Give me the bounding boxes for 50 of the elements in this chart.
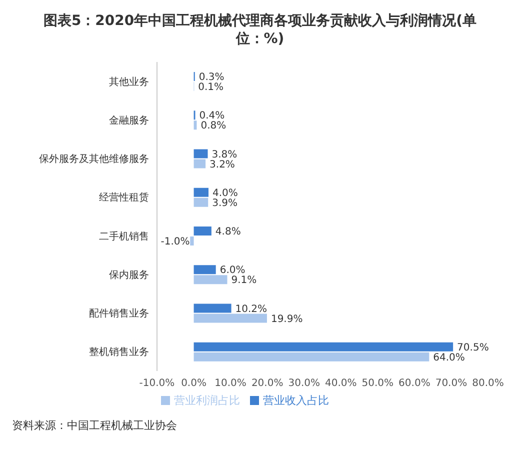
x-tick-label: 60.0% (398, 378, 430, 390)
bar (194, 304, 232, 313)
bar (194, 159, 206, 168)
data-label: 0.1% (198, 82, 224, 93)
x-tick-label: 30.0% (288, 378, 320, 390)
data-label: 0.4% (199, 110, 225, 122)
y-tick-label: 其他业务 (109, 76, 149, 88)
bar (190, 236, 194, 246)
y-tick-label: 整机销售业务 (89, 346, 149, 358)
bar (194, 226, 212, 236)
data-label: -1.0% (160, 236, 190, 248)
legend-label: 营业利润占比 (174, 394, 240, 407)
y-tick-label: 金融服务 (109, 114, 149, 126)
data-label: 0.8% (200, 120, 226, 132)
y-tick-label: 保外服务及其他维修服务 (39, 153, 149, 166)
bar (194, 275, 228, 284)
x-tick-label: -10.0% (139, 378, 175, 390)
data-label: 9.1% (231, 275, 257, 286)
bar (194, 198, 208, 207)
data-label: 10.2% (235, 304, 268, 315)
data-label: 70.5% (457, 342, 489, 354)
bar (194, 314, 267, 323)
x-tick-label: 80.0% (472, 378, 504, 390)
data-label: 3.9% (212, 198, 238, 209)
data-label: 6.0% (220, 265, 246, 276)
x-tick-label: 0.0% (181, 378, 206, 390)
bar (194, 342, 454, 352)
x-tick-label: 50.0% (362, 378, 394, 390)
data-label: 3.2% (210, 159, 235, 170)
chart-title: 图表5：2020年中国工程机械代理商各项业务贡献收入与利润情况(单位：%) (42, 12, 478, 49)
bar (194, 149, 208, 158)
x-tick-label: 10.0% (214, 378, 246, 390)
bar (194, 188, 208, 197)
data-label: 64.0% (433, 352, 465, 364)
data-label: 19.9% (270, 314, 303, 325)
x-tick-label: 40.0% (325, 378, 357, 390)
data-label: 4.0% (212, 188, 238, 199)
y-tick-label: 保内服务 (109, 268, 149, 281)
x-tick-label: 70.0% (435, 378, 468, 390)
bar (194, 265, 216, 274)
data-label: 3.8% (212, 149, 238, 160)
y-tick-label: 配件销售业务 (89, 308, 149, 320)
y-tick-label: 经营性租赁 (99, 192, 149, 204)
x-tick-label: 20.0% (251, 378, 284, 390)
y-tick-label: 二手机销售 (99, 230, 149, 242)
data-label: 0.3% (198, 72, 224, 83)
data-label: 4.8% (215, 226, 241, 238)
legend-label: 营业收入占比 (263, 394, 329, 407)
bar (194, 352, 430, 362)
text: 资料来源：中国工程机械工业协会 (11, 418, 178, 434)
